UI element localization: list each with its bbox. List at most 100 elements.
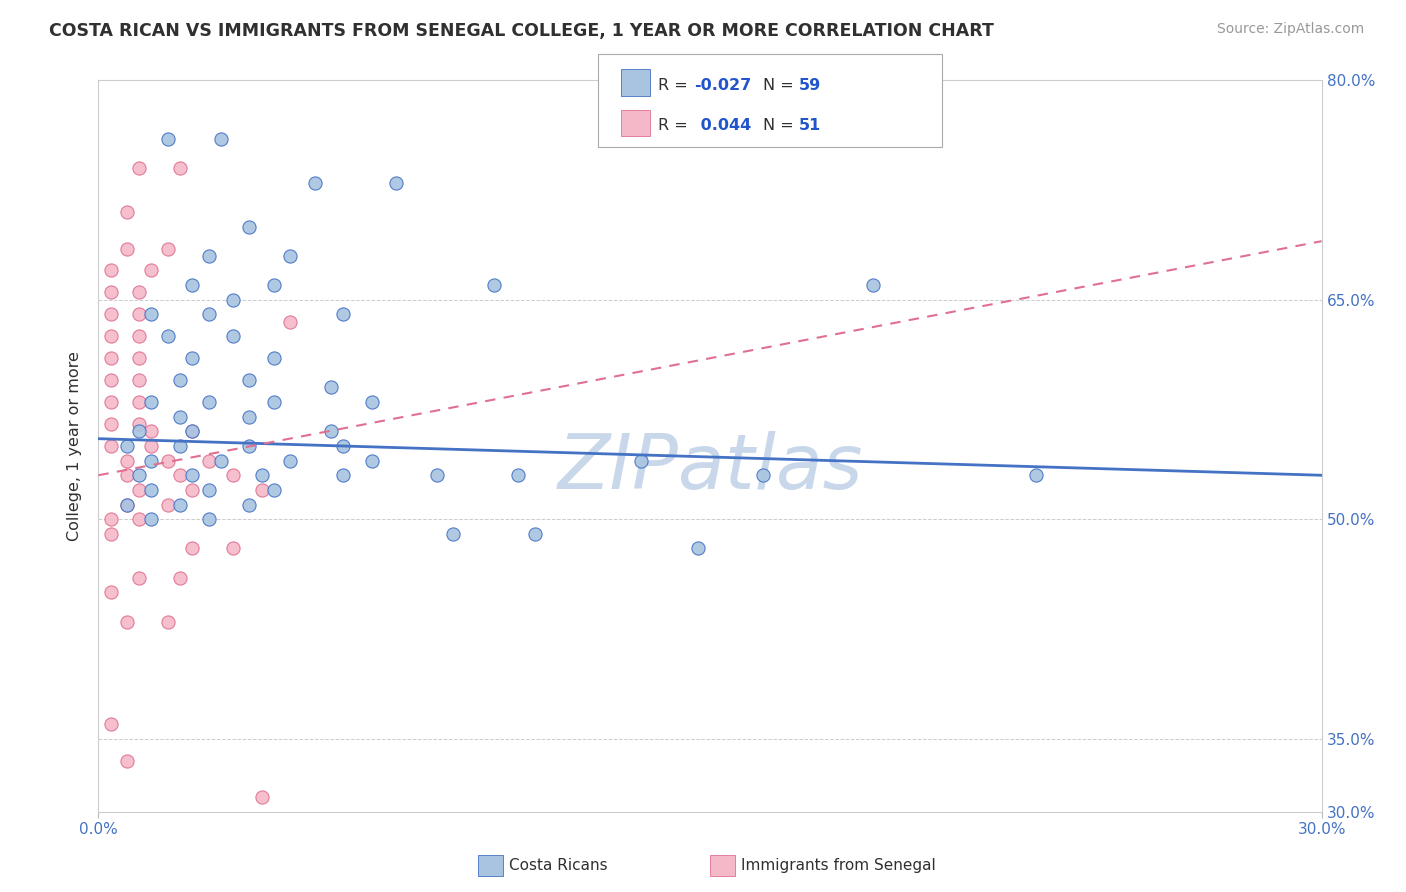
Point [128,512,150,526]
Point [128,425,150,439]
Point [141,512,163,526]
Point [156,498,179,512]
Point [263,351,285,366]
Point [482,278,505,293]
Point [278,453,301,467]
Text: R =: R = [658,119,693,133]
Point [128,351,150,366]
Text: ZIPatlas: ZIPatlas [557,431,863,505]
Point [128,571,150,585]
Point [169,498,191,512]
Point [169,439,191,453]
Point [128,395,150,409]
Point [278,249,301,263]
Point [100,329,122,343]
Text: 0.044: 0.044 [695,119,751,133]
Point [250,468,273,483]
Point [250,790,273,805]
Point [128,329,150,343]
Point [319,380,342,394]
Point [181,425,204,439]
Text: COSTA RICAN VS IMMIGRANTS FROM SENEGAL COLLEGE, 1 YEAR OR MORE CORRELATION CHART: COSTA RICAN VS IMMIGRANTS FROM SENEGAL C… [49,22,994,40]
Point [222,293,245,307]
Text: 51: 51 [799,119,821,133]
Point [115,754,138,768]
Point [278,315,301,329]
Point [169,571,191,585]
Point [319,425,342,439]
Point [100,417,122,431]
Y-axis label: College, 1 year or more: College, 1 year or more [67,351,83,541]
Point [100,439,122,453]
Point [360,395,382,409]
Text: -0.027: -0.027 [695,78,752,93]
Point [238,498,260,512]
Point [197,307,219,321]
Point [222,329,245,343]
Point [222,541,245,556]
Point [181,425,204,439]
Point [128,285,150,300]
Point [115,468,138,483]
Point [141,483,163,497]
Point [181,819,204,833]
Point [100,351,122,366]
Point [141,307,163,321]
Point [181,483,204,497]
Text: 59: 59 [799,78,821,93]
Point [238,439,260,453]
Point [238,373,260,387]
Point [508,468,530,483]
Point [263,395,285,409]
Point [441,526,464,541]
Point [141,453,163,467]
Point [181,278,204,293]
Point [862,278,884,293]
Point [115,439,138,453]
Point [100,585,122,599]
Point [332,468,354,483]
Point [197,395,219,409]
Point [169,409,191,424]
Point [385,176,408,190]
Point [115,498,138,512]
Point [128,417,150,431]
Text: N =: N = [763,119,800,133]
Point [141,425,163,439]
Point [360,453,382,467]
Point [686,541,709,556]
Point [115,205,138,219]
Point [100,285,122,300]
Point [156,329,179,343]
Point [141,395,163,409]
Point [156,132,179,146]
Point [752,468,775,483]
Point [100,395,122,409]
Point [169,161,191,175]
Point [263,278,285,293]
Point [181,351,204,366]
Point [156,615,179,629]
Point [197,512,219,526]
Point [141,263,163,277]
Point [263,483,285,497]
Point [141,439,163,453]
Text: Source: ZipAtlas.com: Source: ZipAtlas.com [1216,22,1364,37]
Point [100,307,122,321]
Point [115,242,138,256]
Point [115,615,138,629]
Point [156,242,179,256]
Point [100,512,122,526]
Point [181,468,204,483]
Point [630,453,652,467]
Point [128,161,150,175]
Point [332,439,354,453]
Point [332,307,354,321]
Point [100,526,122,541]
Text: N =: N = [763,78,800,93]
Point [209,132,232,146]
Point [128,483,150,497]
Point [426,468,449,483]
Point [250,483,273,497]
Point [209,453,232,467]
